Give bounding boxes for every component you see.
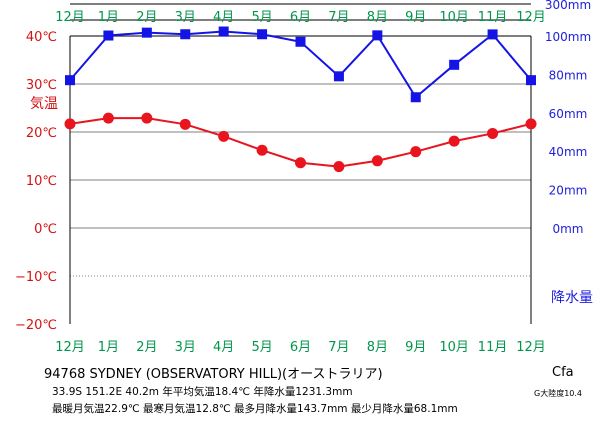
temperature-point [410, 146, 422, 158]
temperature-tick-label: 10℃ [26, 174, 57, 189]
precipitation-tick-label: 100mm [545, 30, 591, 44]
month-label: 12月 [55, 340, 85, 355]
temperature-axis-label: 気温 [30, 96, 58, 112]
temperature-point [525, 118, 537, 130]
top-month-labels: 12月 1月 2月 3月 4月 5月 6月 7月 8月 9月 10月 11月 12月 [55, 10, 546, 25]
precipitation-tick-label: 300mm [545, 0, 591, 12]
month-label: 4月 [213, 340, 234, 355]
precipitation-point [180, 29, 191, 40]
temperature-point [102, 112, 114, 124]
temperature-point [256, 144, 268, 156]
precipitation-tick-label: 80mm [549, 68, 588, 82]
month-label: 9月 [405, 10, 426, 25]
precipitation-point [333, 71, 344, 82]
month-label: 2月 [136, 10, 157, 25]
precipitation-tick-label: 40mm [549, 145, 588, 159]
month-label: 12月 [516, 340, 546, 355]
station-stats-line-2: 最暖月気温22.9℃ 最寒月気温12.8℃ 最多月降水量143.7mm 最少月降… [52, 403, 458, 415]
temperature-point [179, 118, 191, 130]
temperature-tick-label: −10℃ [15, 270, 57, 285]
month-label: 11月 [478, 10, 508, 25]
temperature-tick-label: −20℃ [15, 318, 57, 333]
precipitation-point [65, 75, 75, 86]
month-label: 10月 [439, 10, 469, 25]
month-label: 7月 [328, 10, 349, 25]
precipitation-point [449, 59, 460, 70]
month-label: 4月 [213, 10, 234, 25]
temperature-tick-label: 30℃ [26, 78, 57, 93]
station-title: 94768 SYDNEY (OBSERVATORY HILL)(オーストラリア) [44, 367, 383, 382]
temperature-point [448, 135, 460, 147]
temperature-point [371, 155, 383, 167]
precipitation-point [141, 27, 152, 38]
month-label: 6月 [290, 10, 311, 25]
month-label: 6月 [290, 340, 311, 355]
precipitation-point [295, 36, 306, 47]
month-label: 9月 [405, 340, 426, 355]
month-label: 12月 [55, 10, 85, 25]
precipitation-point [526, 75, 536, 86]
month-label: 11月 [478, 340, 508, 355]
month-label: 5月 [251, 340, 272, 355]
precipitation-point [103, 30, 114, 41]
month-label: 2月 [136, 340, 157, 355]
month-label: 8月 [367, 340, 388, 355]
month-label: 10月 [439, 340, 469, 355]
temperature-axis-ticks: 40℃ 30℃ 20℃ 10℃ 0℃ −10℃ −20℃ [15, 30, 57, 333]
climate-classification: Cfa [552, 365, 574, 380]
precipitation-point [218, 26, 229, 37]
precipitation-tick-label: 60mm [549, 107, 588, 121]
temperature-point [64, 118, 76, 130]
station-stats-line-1: 33.9S 151.2E 40.2m 年平均気温18.4℃ 年降水量1231.3… [52, 386, 353, 398]
temperature-series [64, 112, 537, 173]
month-label: 5月 [251, 10, 272, 25]
precipitation-tick-label: 20mm [549, 184, 588, 198]
month-label: 1月 [98, 340, 119, 355]
precipitation-point [372, 30, 383, 41]
bottom-month-labels: 12月 1月 2月 3月 4月 5月 6月 7月 8月 9月 10月 11月 12月 [55, 340, 546, 355]
temperature-tick-label: 20℃ [26, 126, 57, 141]
precipitation-point [410, 92, 421, 103]
precipitation-point [257, 29, 268, 40]
temperature-point [141, 112, 153, 124]
temperature-point [295, 157, 306, 169]
precipitation-axis-label: 降水量 [551, 290, 593, 306]
month-label: 7月 [328, 340, 349, 355]
temperature-tick-label: 0℃ [34, 222, 57, 237]
precipitation-axis-ticks: 500mm300mm100mm80mm60mm40mm20mm0mm [545, 0, 591, 236]
temperature-tick-label: 40℃ [26, 30, 57, 45]
month-label: 8月 [367, 10, 388, 25]
precipitation-tick-label: 0mm [552, 222, 583, 236]
temperature-point [218, 130, 230, 142]
precipitation-series [65, 26, 536, 103]
temperature-point [333, 161, 345, 173]
precipitation-point [487, 29, 498, 40]
temperature-point [487, 127, 499, 139]
climate-chart: 12月 1月 2月 3月 4月 5月 6月 7月 8月 9月 10月 11月 12月 12月 1月 2月 3月… [15, 0, 593, 355]
month-label: 1月 [98, 10, 119, 25]
month-label: 3月 [175, 340, 196, 355]
month-label: 3月 [175, 10, 196, 25]
continentality-note: G大陸度10.4 [534, 389, 583, 398]
month-label: 12月 [516, 10, 546, 25]
